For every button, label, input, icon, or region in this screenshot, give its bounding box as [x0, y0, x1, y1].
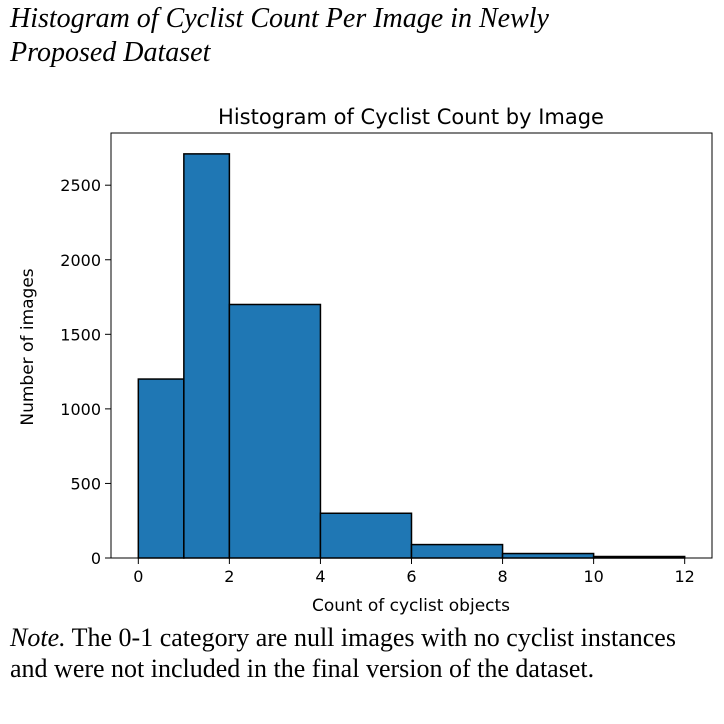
x-tick-label: 2 [224, 567, 234, 586]
histogram-bar-0 [137, 378, 185, 559]
note-label: Note. [10, 623, 66, 652]
figure-caption-line2: Proposed Dataset [10, 37, 211, 68]
y-tick-label: 1500 [60, 325, 101, 344]
y-tick-label: 500 [70, 474, 101, 493]
figure-caption-line1: Histogram of Cyclist Count Per Image in … [10, 3, 549, 34]
x-tick-label: 10 [583, 567, 603, 586]
y-axis-label: Number of images [18, 268, 38, 425]
y-tick-label: 0 [91, 549, 101, 568]
histogram-bar-3 [319, 512, 413, 559]
x-tick-label: 6 [406, 567, 416, 586]
figure-caption: Histogram of Cyclist Count Per Image in … [10, 2, 710, 70]
x-tick-label: 0 [133, 567, 143, 586]
chart-title: Histogram of Cyclist Count by Image [218, 105, 604, 129]
x-axis-ticks: 0 2 4 6 8 10 12 [133, 558, 695, 586]
figure-note: Note. The 0-1 category are null images w… [10, 622, 710, 684]
note-text: The 0-1 category are null images with no… [10, 623, 676, 683]
x-axis-label: Count of cyclist objects [312, 596, 510, 616]
y-tick-label: 1000 [60, 400, 101, 419]
bars-group [137, 153, 686, 559]
x-tick-label: 4 [315, 567, 325, 586]
histogram-bar-5 [501, 552, 595, 559]
histogram-bar-1 [183, 153, 231, 559]
y-tick-label: 2500 [60, 176, 101, 195]
histogram-bar-4 [410, 543, 504, 559]
histogram-bar-2 [228, 303, 322, 559]
x-tick-label: 12 [675, 567, 695, 586]
y-tick-label: 2000 [60, 251, 101, 270]
y-axis-ticks: 0 500 1000 1500 2000 2500 [60, 176, 111, 568]
x-tick-label: 8 [497, 567, 507, 586]
